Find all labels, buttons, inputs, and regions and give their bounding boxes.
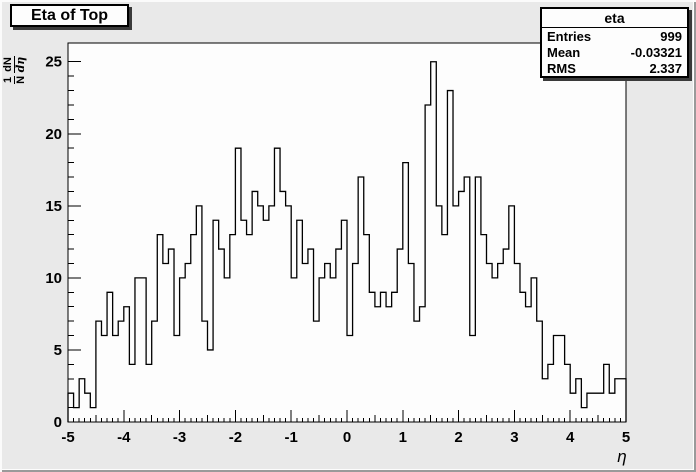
y-tick-label: 25 bbox=[45, 54, 62, 71]
y-tick-label: 20 bbox=[45, 126, 62, 143]
x-tick-label: 0 bbox=[343, 429, 351, 446]
stats-row: Mean -0.03321 bbox=[542, 44, 687, 60]
y-tick-label: 10 bbox=[45, 270, 62, 287]
stats-label: Entries bbox=[547, 29, 592, 44]
stats-row: Entries 999 bbox=[542, 28, 687, 44]
stats-value: -0.03321 bbox=[630, 45, 682, 61]
histogram-title-box[interactable]: Eta of Top bbox=[10, 4, 129, 27]
x-tick-label: 2 bbox=[454, 429, 462, 446]
x-tick-label: -2 bbox=[229, 429, 242, 446]
x-tick-label: 4 bbox=[566, 429, 575, 446]
stats-value: 2.337 bbox=[649, 61, 682, 77]
x-tick-label: 3 bbox=[510, 429, 518, 446]
stats-label: RMS bbox=[547, 61, 576, 77]
y-axis-title-fraction-2: dN dη bbox=[2, 56, 27, 73]
x-tick-label: 5 bbox=[622, 429, 630, 446]
stats-row: RMS 2.337 bbox=[542, 60, 687, 76]
y-tick-label: 5 bbox=[54, 342, 62, 359]
stats-value: 999 bbox=[660, 29, 682, 44]
x-tick-label: -5 bbox=[61, 429, 74, 446]
fraction-numerator: 1 bbox=[2, 75, 15, 84]
fraction-denominator: N bbox=[15, 75, 27, 84]
x-axis-title: η bbox=[617, 447, 626, 466]
stats-rows: Entries 999 Mean -0.03321 RMS 2.337 bbox=[542, 28, 687, 77]
fraction-denominator: dη bbox=[14, 56, 27, 73]
y-tick-label: 0 bbox=[54, 414, 62, 431]
y-tick-label: 15 bbox=[45, 198, 62, 215]
x-tick-label: 1 bbox=[399, 429, 407, 446]
stats-label: Mean bbox=[547, 45, 581, 61]
stats-title: eta bbox=[542, 9, 687, 28]
x-tick-label: -1 bbox=[285, 429, 298, 446]
histogram-title: Eta of Top bbox=[30, 6, 109, 24]
y-axis-title: 1 N dN dη bbox=[2, 56, 27, 84]
x-tick-label: -4 bbox=[117, 429, 131, 446]
x-tick-label: -3 bbox=[173, 429, 186, 446]
y-axis-title-fraction-1: 1 N bbox=[2, 75, 27, 84]
stats-box[interactable]: eta Entries 999 Mean -0.03321 RMS 2.337 bbox=[540, 7, 689, 78]
histogram-line[interactable] bbox=[67, 61, 627, 422]
